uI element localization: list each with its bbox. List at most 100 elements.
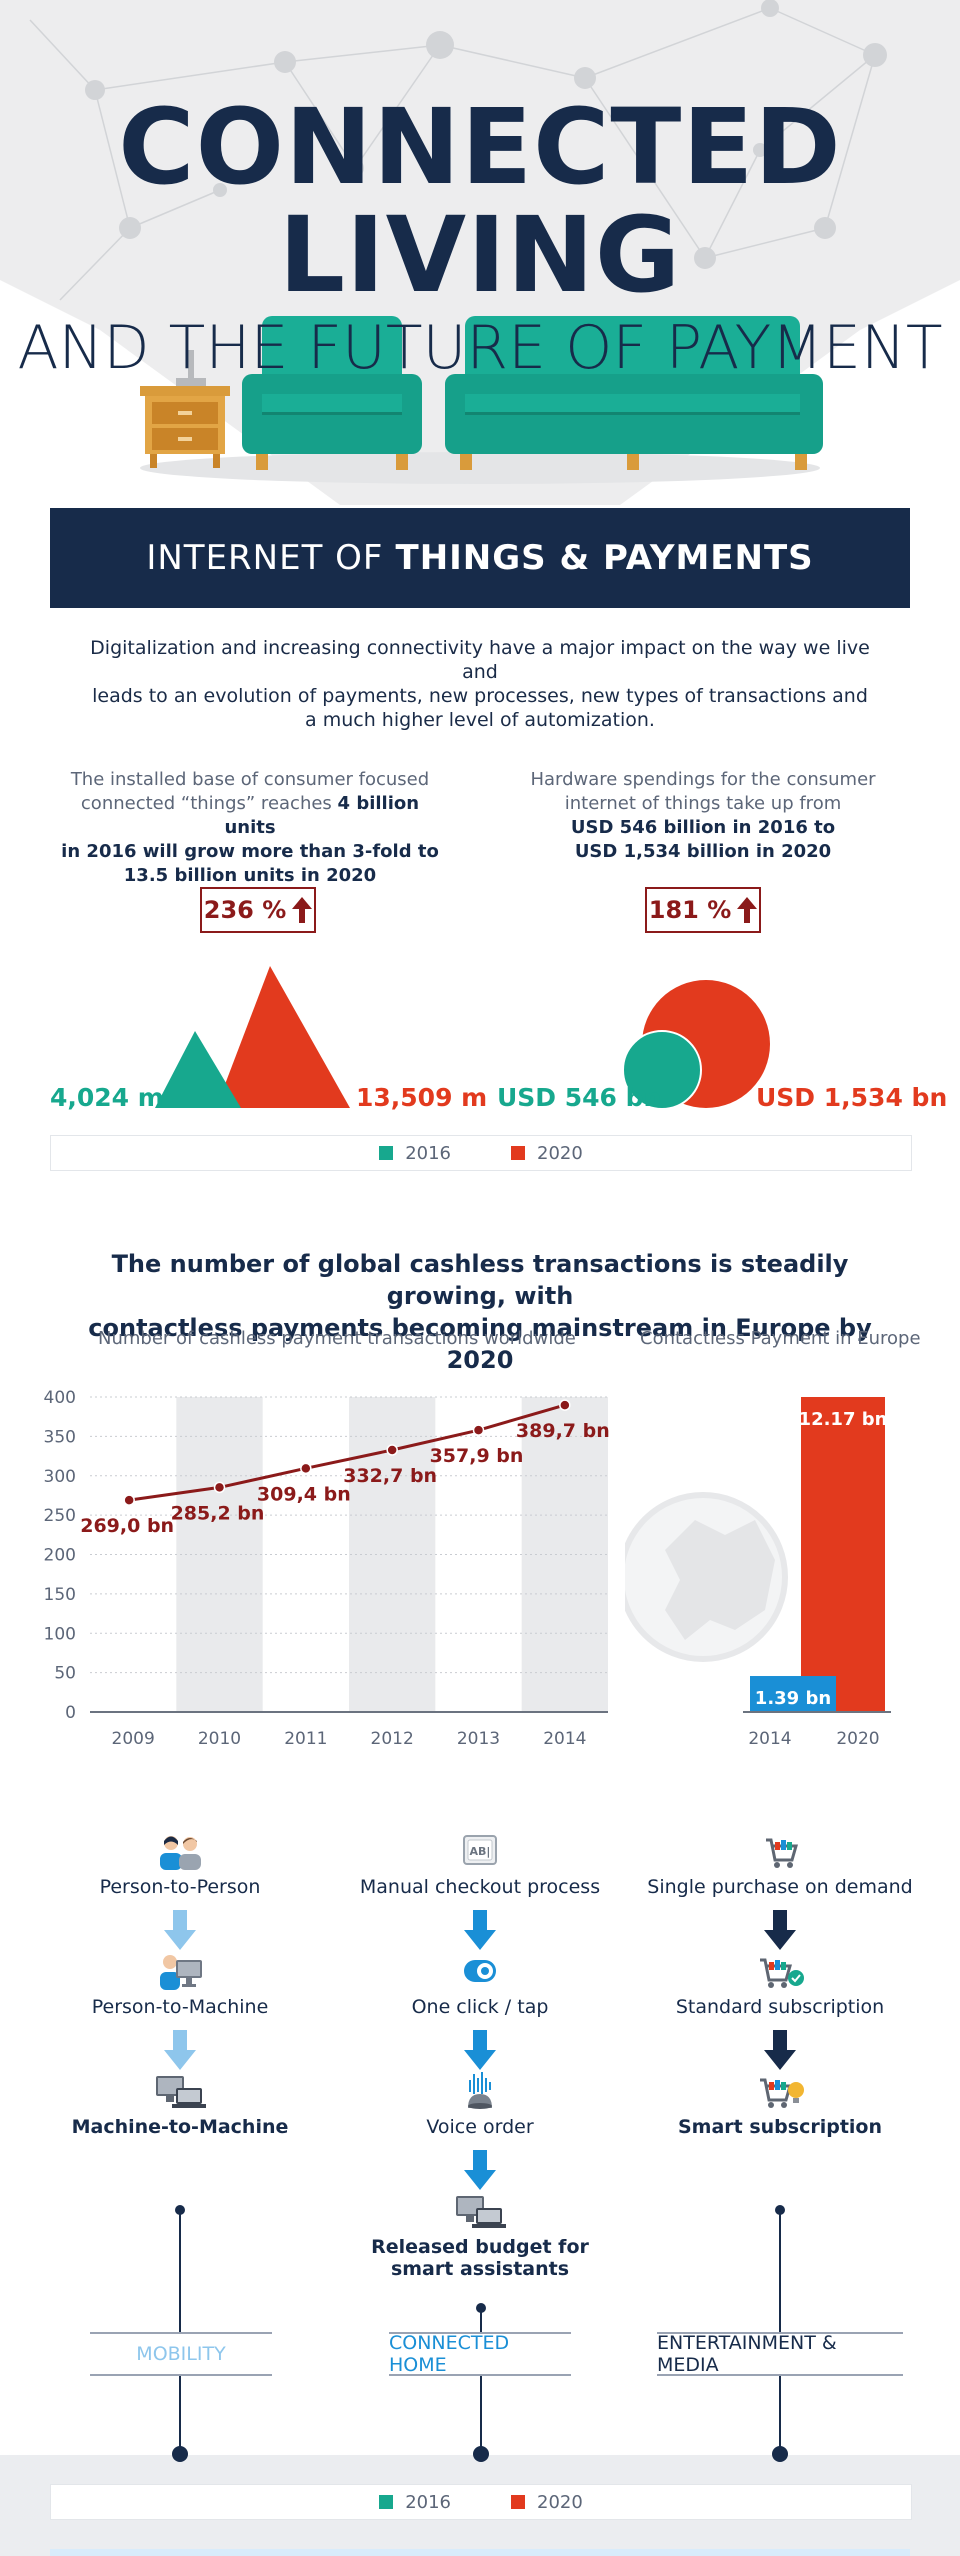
person-computer-icon (160, 1955, 202, 1990)
title-line-2: LIVING (278, 194, 682, 316)
cart-icon (766, 1838, 798, 1868)
living-room-illustration (140, 316, 823, 484)
series-line (128, 1403, 566, 1502)
data-label: 285,2 bn (171, 1502, 265, 1524)
intro-line: leads to an evolution of payments, new p… (92, 685, 868, 707)
sofa-icon (445, 316, 823, 470)
y-tick-label: 200 (44, 1546, 76, 1566)
stat-hardware: Hardware spendings for the consumer inte… (508, 768, 898, 864)
y-tick-label: 300 (44, 1467, 76, 1487)
data-label: 269,0 bn (80, 1515, 174, 1537)
y-tick-label: 150 (44, 1585, 76, 1605)
circle-2016 (622, 1030, 702, 1110)
banner-bold-text: THINGS & PAYMENTS (395, 538, 814, 578)
legend: 2016 2020 (50, 1135, 912, 1171)
armchair-icon (242, 316, 422, 470)
category-connected-home: CONNECTED HOME (389, 2332, 571, 2376)
stat-line: USD 1,534 billion in 2020 (574, 841, 832, 862)
bar-chart-title: Contactless Payment in Europe (640, 1328, 921, 1349)
y-tick-label: 100 (44, 1624, 76, 1644)
section-banner: INTERNET OF THINGS & PAYMENTS (50, 508, 910, 608)
cart-bulb-icon (760, 2078, 804, 2108)
x-tick-label: 2009 (112, 1729, 155, 1749)
flow-item: Voice order (426, 2116, 534, 2138)
down-arrow-icon (764, 1910, 796, 1950)
x-tick-label: 2011 (284, 1729, 327, 1749)
legend-item-2020: 2020 (511, 1143, 583, 1164)
y-tick-label: 350 (44, 1427, 76, 1447)
triangle-2020 (216, 966, 350, 1108)
data-label: 389,7 bn (516, 1420, 610, 1442)
connector-dot (473, 2446, 489, 2462)
flow-item: Person-to-Person (99, 1876, 261, 1898)
y-tick-label: 50 (54, 1664, 76, 1684)
x-tick-label: 2014 (543, 1729, 586, 1749)
down-arrow-icon (164, 2030, 196, 2070)
stat-line: USD 546 billion in 2016 to (570, 817, 836, 838)
voice-assistant-icon (468, 2072, 492, 2109)
legend-item-2016: 2016 (379, 1143, 451, 1164)
stat-line: in 2016 will grow more than 3-fold to (61, 841, 439, 862)
toggle-icon (464, 1960, 496, 1982)
keyboard-key-icon: AB| (463, 1835, 497, 1865)
people-icon (160, 1836, 201, 1870)
growth-badge-devices: 236 % (200, 887, 316, 933)
flow-column-entertainment: Single purchase on demand Standard subsc… (630, 1820, 930, 2470)
flow-item: Single purchase on demand (647, 1876, 913, 1898)
data-point (559, 1399, 571, 1411)
flow-item: Person-to-Machine (91, 1996, 269, 2018)
data-label: 357,9 bn (430, 1445, 524, 1467)
connector-line (480, 2308, 482, 2454)
intro-paragraph: Digitalization and increasing connectivi… (90, 636, 870, 732)
data-point (300, 1462, 312, 1475)
flow-column-mobility: Person-to-Person Person-to-Machine Machi… (30, 1820, 330, 2470)
laptop-monitor-icon (456, 2196, 506, 2228)
stat-line: 13.5 billion units in 2020 (123, 865, 377, 886)
contactless-europe-chart: 12.17 bn 1.39 bn 2014 2020 (625, 1397, 891, 1749)
legend-item-2020: 2020 (511, 2492, 583, 2513)
data-point (386, 1444, 398, 1456)
growth-value: 236 % (203, 896, 287, 924)
y-tick-label: 400 (44, 1388, 76, 1408)
y-tick-label: 250 (44, 1506, 76, 1526)
cashless-transactions-chart: 0 50 100 150 200 250 300 350 400 2009 2010 2011 2012… (44, 1388, 610, 1749)
flow-item-final: Machine-to-Machine (71, 2116, 289, 2138)
stat-line: connected “things” reaches 4 billion uni… (80, 793, 420, 838)
flow-column-connected-home: AB| Manual checkout process One click / … (330, 1820, 630, 2470)
flow-item: One click / tap (411, 1996, 549, 2018)
section2-title: The number of global cashless transactio… (88, 1250, 872, 1374)
category-entertainment-media: ENTERTAINMENT & MEDIA (657, 2332, 903, 2376)
lamp-icon (176, 350, 206, 388)
legend-item-2016: 2016 (379, 2492, 451, 2513)
intro-line: Digitalization and increasing connectivi… (90, 637, 870, 683)
connector-dot (772, 2446, 788, 2462)
growth-comparison-shapes (155, 966, 770, 1110)
y-tick-label: 0 (65, 1703, 76, 1723)
bar-2014 (750, 1676, 836, 1712)
bottom-accent-line (50, 2549, 910, 2556)
triangle-2016 (155, 1031, 241, 1108)
side-table-icon (140, 386, 230, 468)
growth-value: 181 % (648, 896, 732, 924)
legend-bottom: 2016 2020 (50, 2484, 912, 2520)
computers-icon (156, 2076, 206, 2108)
stat-line: internet of things take up from (564, 793, 842, 814)
devices-2020-value: 13,509 m (356, 1083, 488, 1112)
x-tick-label: 2014 (748, 1729, 791, 1749)
stat-line: The installed base of consumer focused (70, 769, 430, 790)
x-tick-label: 2020 (836, 1729, 879, 1749)
intro-line: a much higher level of automization. (305, 709, 655, 731)
hardware-2016-value: USD 546 bn (497, 1083, 662, 1112)
subtitle: AND THE FUTURE OF PAYMENT (17, 313, 943, 383)
flow-item-final: Smart subscription (677, 2116, 883, 2138)
svg-text:AB|: AB| (470, 1845, 491, 1858)
x-tick-label: 2010 (198, 1729, 241, 1749)
down-arrow-icon (464, 2030, 496, 2070)
down-arrow-icon (164, 1910, 196, 1950)
connector-dot (172, 2446, 188, 2462)
up-arrow-icon (737, 897, 758, 923)
data-point (123, 1494, 135, 1506)
devices-2016-value: 4,024 m (50, 1083, 164, 1112)
data-label: 332,7 bn (343, 1465, 437, 1487)
flow-item-final: Released budget for smart assistants (371, 2236, 589, 2280)
